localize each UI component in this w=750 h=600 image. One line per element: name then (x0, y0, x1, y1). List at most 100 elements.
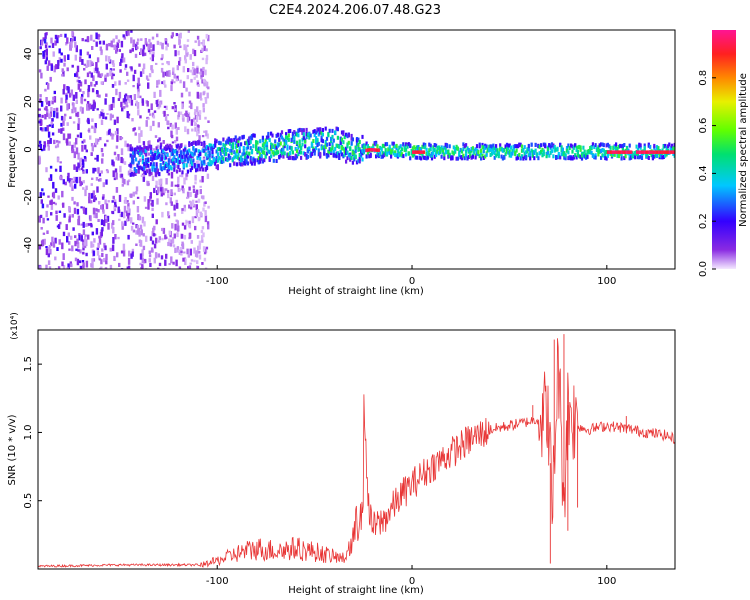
spectrogram-cell (338, 152, 341, 157)
spectrogram-cell (514, 144, 517, 149)
spectrogram-cell (595, 147, 599, 152)
spectrogram-cell (203, 143, 206, 148)
spectrogram-cell (199, 156, 202, 161)
spectrogram-cell (136, 206, 140, 213)
spectrogram-cell (133, 171, 136, 176)
spectrogram-cell (253, 158, 256, 163)
spectrogram-cell (151, 231, 154, 236)
spectrogram-cell (149, 113, 152, 116)
spectrogram-cell (496, 152, 499, 156)
figure-title: C2E4.2024.206.07.48.G23 (269, 3, 441, 18)
spectrogram-cell (488, 144, 491, 149)
spectrogram-cell (323, 144, 326, 149)
spectrogram-cell (470, 155, 473, 160)
spectrogram-cell (39, 265, 42, 269)
spectrogram-cell (106, 170, 109, 174)
spectrogram-cell (553, 144, 556, 149)
spectrogram-cell (46, 230, 49, 234)
spectrogram-cell (291, 134, 294, 139)
spectrogram-cell (575, 145, 578, 150)
spectrogram-cell (426, 150, 429, 155)
spectrogram-cell (593, 154, 596, 159)
spectrogram-cell (192, 140, 195, 145)
spectrogram-cell (432, 145, 435, 150)
spectrogram-cell (136, 102, 140, 109)
spectrogram-cell (82, 267, 85, 269)
spectrogram-cell (115, 88, 118, 96)
spectrogram-cell (388, 150, 391, 155)
spectrogram-cell (260, 156, 263, 161)
spectrogram-cell (207, 153, 210, 158)
spectrogram-cell (173, 73, 176, 79)
spectrogram-cell (263, 146, 266, 151)
spectrogram-cell (114, 234, 117, 240)
spectrogram-cell (295, 132, 299, 137)
spectrogram-cell (149, 236, 153, 241)
spectrogram-cell (210, 143, 213, 148)
spectrogram-cell (407, 142, 410, 147)
spectrogram-cell (286, 146, 289, 151)
spectrogram-cell (149, 192, 152, 199)
spectrogram-cell (459, 155, 462, 160)
snr-series (38, 334, 675, 568)
spectrogram-cell (84, 157, 87, 162)
spectrogram-cell (200, 162, 203, 167)
spectrogram-cell (122, 57, 126, 63)
spectrogram-cell (205, 54, 209, 61)
spectrogram-cell (451, 150, 454, 155)
spectrogram-cell (548, 153, 551, 158)
spectrogram-cell (455, 156, 458, 161)
spectrogram-cell (230, 148, 233, 153)
spectrogram-cell (113, 119, 117, 125)
spectrogram-cell (182, 163, 185, 168)
spectrogram-cell (240, 162, 243, 167)
spectrogram-cell (160, 156, 164, 161)
spectrogram-cell (202, 107, 205, 113)
spectrogram-cell (215, 165, 218, 169)
spectrogram-cell (653, 143, 656, 148)
spectrogram-cell (68, 206, 71, 212)
spectrogram-cell (185, 163, 188, 168)
spectrogram-cell (174, 140, 177, 143)
spectrogram-cell (238, 161, 241, 166)
spectrogram-cell (91, 118, 94, 122)
spectrogram-cell (90, 200, 93, 204)
spectrogram-cell (67, 232, 70, 237)
spectrogram-cell (129, 147, 132, 152)
spectrogram-cell (645, 154, 648, 158)
spectrogram-cell (60, 105, 63, 112)
spectrogram-cell (51, 236, 54, 243)
spectrogram-cell (94, 167, 97, 172)
spectrogram-cell (388, 144, 391, 149)
spectrogram-cell (244, 157, 247, 162)
spectrogram-cell (151, 240, 155, 245)
spectrogram-cell (410, 148, 413, 153)
spectrogram-cell (112, 220, 115, 225)
spectrogram-cell (350, 136, 353, 141)
spectrogram-cell (200, 70, 203, 76)
spectrogram-cell (67, 263, 70, 269)
spectrogram-peak-cell (659, 150, 662, 154)
spectrogram-cell (77, 152, 80, 160)
spectrogram-cell (564, 156, 567, 161)
spectrogram-cell (166, 120, 169, 125)
spectrogram-cell (208, 157, 211, 162)
spectrogram-cell (268, 150, 271, 154)
spectrogram-cell (230, 150, 233, 155)
spectrogram-y-tick-label: -40 (23, 237, 34, 253)
spectrogram-cell (597, 152, 600, 157)
spectrogram-cell (305, 135, 308, 140)
spectrogram-cell (350, 133, 353, 138)
spectrogram-cell (200, 164, 203, 169)
spectrogram-cell (154, 252, 158, 259)
spectrogram-cell (60, 128, 63, 134)
spectrogram-cell (275, 148, 278, 153)
spectrogram-cell (575, 148, 578, 153)
spectrogram-cell (385, 151, 389, 156)
spectrogram-cell (342, 146, 345, 151)
spectrogram-cell (353, 154, 356, 159)
spectrogram-cell (293, 130, 296, 134)
spectrogram-cell (77, 76, 81, 79)
spectrogram-cell (52, 96, 55, 100)
spectrogram-cell (241, 152, 244, 157)
